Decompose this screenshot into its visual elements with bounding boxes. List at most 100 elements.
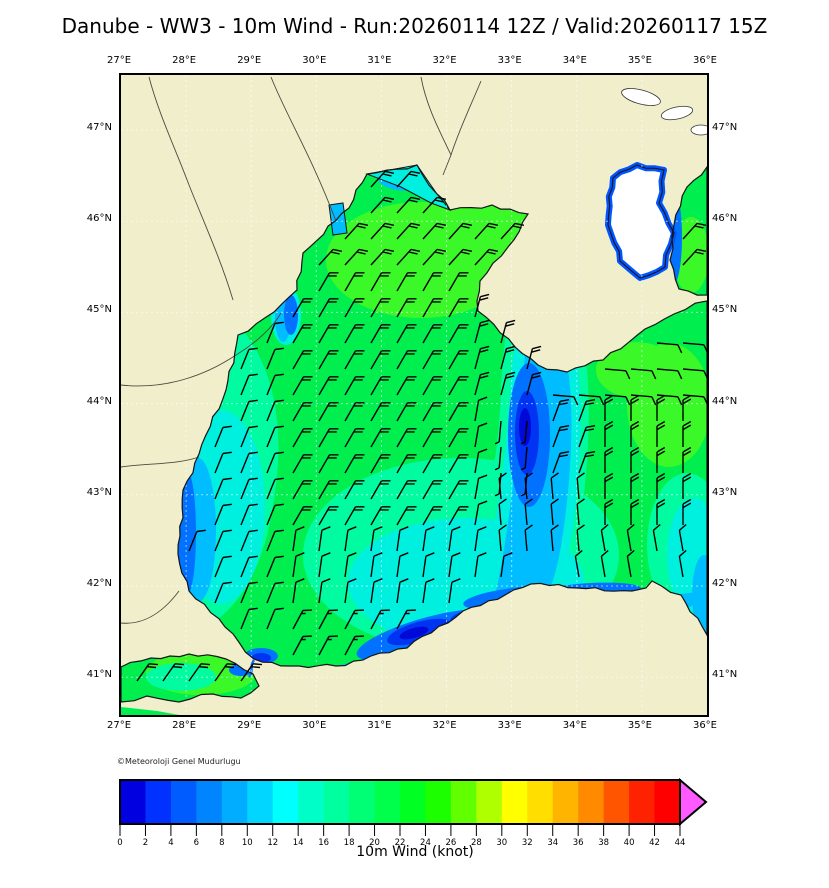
wind-barb — [292, 324, 313, 344]
wind-barb — [550, 472, 559, 500]
wind-barb — [344, 324, 365, 344]
lon-tick-label: 35°E — [627, 55, 652, 66]
wind-barb — [266, 477, 284, 500]
wind-barb — [214, 477, 232, 500]
colorbar-tick-label: 38 — [598, 838, 609, 848]
lon-tick-label: 29°E — [237, 720, 262, 731]
wind-barb — [552, 451, 570, 474]
wind-barb — [214, 425, 232, 448]
wind-barb — [498, 498, 507, 526]
wind-barb — [526, 371, 542, 396]
wind-barb — [292, 526, 305, 552]
wind-barb — [656, 394, 666, 421]
wind-barb — [524, 472, 533, 500]
wind-barb — [370, 526, 383, 552]
wind-barb — [318, 578, 331, 604]
wind-barb — [344, 248, 369, 266]
wind-barb — [162, 663, 185, 682]
wind-barb — [448, 402, 469, 422]
colorbar-tick-label: 32 — [522, 838, 533, 848]
wind-barb — [344, 272, 365, 292]
wind-barb — [656, 368, 683, 380]
wind-barb — [448, 578, 461, 604]
colorbar-tick-label: 24 — [420, 838, 431, 848]
wind-barb — [682, 472, 692, 499]
wind-barb — [370, 480, 391, 500]
colorbar-tick-label: 18 — [344, 838, 355, 848]
wind-barb — [318, 635, 338, 656]
wind-barb — [422, 402, 443, 422]
lon-tick-label: 27°E — [106, 55, 132, 66]
wind-barb — [448, 526, 461, 552]
wind-barb — [370, 248, 395, 266]
wind-barb — [524, 498, 533, 526]
wind-barb — [656, 446, 666, 473]
map-svg — [121, 75, 707, 715]
wind-barb — [520, 446, 528, 471]
wind-barb — [474, 345, 490, 370]
wind-barb — [604, 394, 614, 421]
lat-tick-label: 42°N — [712, 578, 738, 589]
wind-barb — [318, 298, 339, 318]
lat-tick-label: 46°N — [712, 213, 738, 225]
wind-barb — [474, 248, 499, 266]
wind-barb — [630, 446, 640, 473]
wind-barb — [136, 663, 159, 682]
lon-tick-label: 32°E — [432, 55, 457, 66]
wind-barb — [370, 298, 391, 318]
colorbar-arrow — [679, 777, 708, 827]
wind-barb — [292, 578, 305, 604]
wind-barb — [396, 506, 417, 526]
wind-barb — [344, 402, 365, 422]
wind-barb — [214, 451, 232, 474]
lon-tick-label: 33°E — [497, 720, 522, 731]
wind-barb — [500, 222, 525, 240]
colorbar-label: 10m Wind (knot) — [356, 844, 474, 860]
map-frame — [119, 73, 709, 717]
wind-barb — [240, 451, 258, 474]
wind-barb — [500, 552, 513, 578]
wind-barb — [214, 663, 237, 682]
wind-barb — [318, 609, 338, 630]
wind-barb — [448, 506, 469, 526]
wind-barb — [494, 446, 502, 471]
wind-barb — [578, 394, 605, 406]
wind-barb — [520, 420, 528, 445]
wind-barb — [344, 635, 364, 656]
lat-tick-label: 47°N — [712, 122, 738, 133]
wind-barb — [214, 503, 232, 526]
wind-barb — [396, 552, 409, 578]
wind-barb — [678, 549, 687, 578]
colorbar-tick-label: 0 — [117, 838, 122, 848]
wind-barb — [422, 428, 443, 448]
wind-barb — [370, 578, 383, 604]
wind-barb — [344, 609, 364, 630]
wind-barb — [422, 272, 443, 292]
colorbar-tick-label: 20 — [369, 838, 380, 848]
lat-tick-label: 47°N — [86, 122, 112, 133]
wind-barb — [396, 428, 417, 448]
wind-barb — [682, 498, 692, 525]
wind-barb — [500, 371, 516, 396]
colorbar-tick-label: 26 — [445, 838, 456, 848]
lon-tick-label: 36°E — [692, 55, 717, 66]
wind-barb — [292, 609, 312, 630]
wind-barb — [396, 402, 417, 422]
wind-barb — [188, 663, 211, 682]
colorbar-tick-label: 2 — [143, 838, 148, 848]
wind-barb — [682, 248, 707, 266]
colorbar-tick-label: 10 — [242, 838, 253, 848]
wind-barb — [370, 196, 395, 214]
colorbar-tick-label: 40 — [624, 838, 635, 848]
wind-barb — [604, 420, 614, 447]
wind-barb — [370, 324, 391, 344]
wind-barb — [474, 526, 487, 552]
wind-barb — [344, 298, 365, 318]
wind-barb — [474, 222, 499, 240]
wind-barb — [396, 526, 409, 552]
wind-barb — [396, 170, 421, 188]
lon-tick-label: 30°E — [302, 720, 327, 731]
wind-barb — [266, 555, 284, 578]
wind-barb — [370, 552, 383, 578]
wind-barb — [448, 350, 469, 370]
